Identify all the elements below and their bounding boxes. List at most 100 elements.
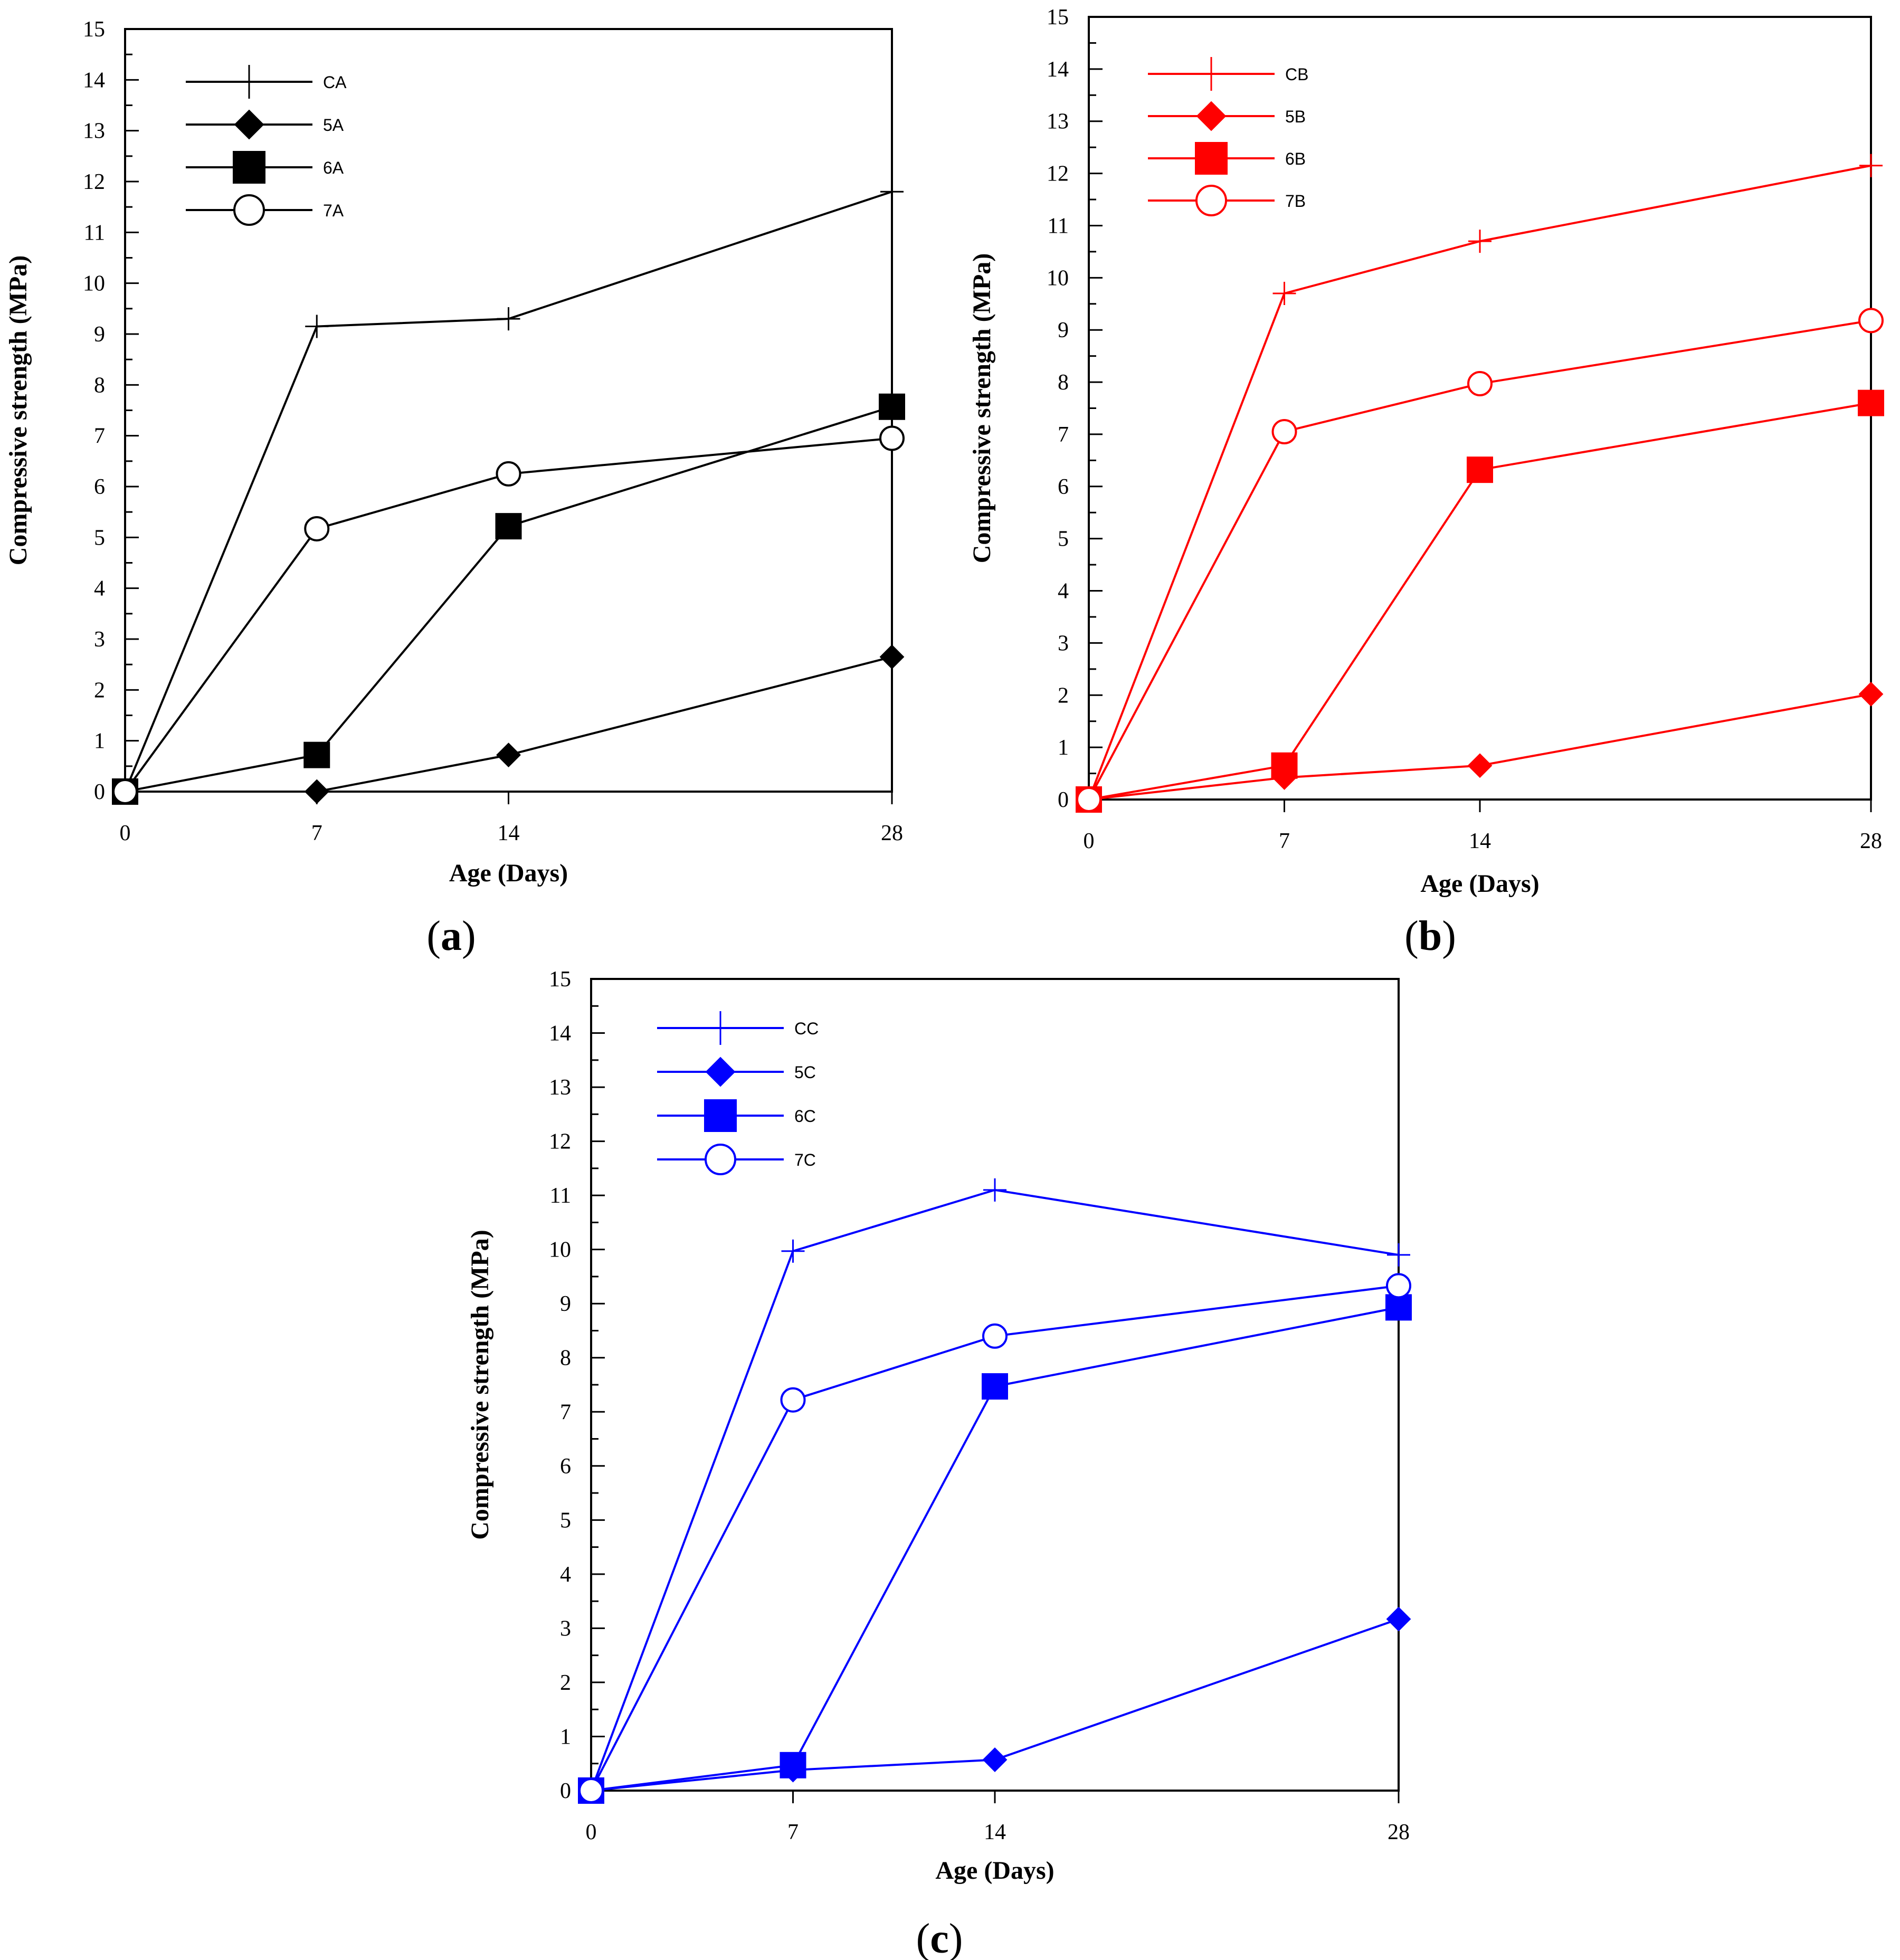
x-axis-title: Age (Days) — [449, 859, 568, 887]
data-point-CB — [1272, 281, 1296, 305]
data-point-7C — [578, 1778, 604, 1803]
legend-marker-CA — [232, 65, 266, 99]
legend-marker-6B — [1195, 142, 1228, 175]
data-point-5A — [496, 743, 521, 768]
y-tick-label: 5 — [560, 1508, 571, 1533]
caption-open-paren: ( — [916, 1916, 930, 1960]
data-point-CC — [1387, 1243, 1410, 1267]
y-tick-label: 15 — [83, 17, 105, 42]
data-point-6C — [780, 1752, 806, 1778]
plot-frame — [124, 28, 893, 793]
data-point-CB — [1468, 230, 1492, 253]
caption-open-paren: ( — [426, 913, 441, 959]
x-tick-label: 28 — [881, 821, 903, 845]
series-line-6C — [591, 1306, 1399, 1792]
y-tick-label: 6 — [94, 475, 105, 499]
y-axis-title: Compressive strength (MPa) — [466, 1230, 494, 1539]
caption-letter: a — [441, 913, 462, 959]
caption-close-paren: ) — [949, 1916, 963, 1960]
y-tick-label: 0 — [1058, 788, 1069, 812]
x-axis-title: Age (Days) — [1420, 870, 1539, 898]
legend-label: 5A — [323, 116, 344, 135]
y-tick-label: 12 — [83, 170, 105, 194]
caption-letter: b — [1419, 913, 1442, 959]
x-tick-label: 28 — [1860, 829, 1882, 853]
legend-label: 6C — [794, 1107, 816, 1126]
data-point-5A — [879, 644, 905, 670]
caption-letter: c — [930, 1916, 949, 1960]
y-tick-label: 1 — [1058, 736, 1069, 760]
x-tick-label: 7 — [787, 1820, 799, 1844]
x-tick-label: 14 — [498, 821, 520, 845]
legend-label: 7C — [794, 1150, 816, 1169]
legend-marker-6A — [233, 151, 265, 184]
legend-label: 6B — [1285, 149, 1306, 168]
x-tick-label: 0 — [120, 821, 131, 845]
data-point-CA — [497, 307, 520, 331]
series-line-7B — [1088, 319, 1872, 800]
data-point-7C — [780, 1387, 806, 1413]
series-line-7C — [590, 1285, 1399, 1791]
data-point-CC — [983, 1178, 1006, 1202]
y-tick-label: 9 — [1058, 318, 1069, 342]
y-tick-label: 15 — [1047, 5, 1069, 30]
y-axis-title: Compressive strength (MPa) — [4, 255, 32, 565]
y-tick-label: 10 — [83, 272, 105, 296]
y-tick-label: 7 — [94, 424, 105, 449]
y-tick-label: 7 — [1058, 423, 1069, 447]
legend-marker-7B — [1195, 185, 1227, 216]
x-tick-label: 14 — [1469, 829, 1491, 853]
y-tick-label: 12 — [1047, 162, 1069, 186]
series-line-6B — [1088, 402, 1872, 801]
y-tick-label: 4 — [94, 577, 105, 601]
panel-caption: (c) — [916, 1916, 963, 1960]
y-tick-label: 4 — [560, 1563, 571, 1587]
y-tick-label: 9 — [560, 1292, 571, 1316]
y-tick-label: 11 — [84, 221, 105, 245]
y-tick-label: 6 — [1058, 475, 1069, 499]
y-tick-label: 0 — [560, 1779, 571, 1803]
x-tick-label: 7 — [1279, 829, 1290, 853]
x-tick-label: 28 — [1388, 1820, 1410, 1844]
data-point-7C — [1386, 1273, 1411, 1299]
panel-caption: (b) — [1404, 913, 1456, 959]
data-point-6B — [1271, 752, 1298, 779]
y-tick-label: 3 — [94, 627, 105, 652]
legend-label: CC — [794, 1019, 819, 1038]
caption-open-paren: ( — [1404, 913, 1419, 959]
x-axis-title: Age (Days) — [935, 1857, 1054, 1885]
series-line-5B — [1088, 693, 1872, 801]
y-tick-label: 13 — [1047, 110, 1069, 134]
data-point-7B — [1858, 308, 1884, 334]
panel-caption: (a) — [426, 913, 476, 959]
data-point-7C — [982, 1323, 1008, 1349]
y-tick-label: 11 — [550, 1184, 571, 1208]
y-tick-label: 11 — [1048, 214, 1069, 238]
y-tick-label: 2 — [1058, 683, 1069, 708]
caption-close-paren: ) — [462, 913, 476, 959]
y-tick-label: 2 — [94, 678, 105, 702]
data-point-6B — [1858, 389, 1884, 416]
series-line-6A — [125, 405, 892, 793]
data-point-6A — [303, 741, 330, 768]
y-tick-label: 15 — [549, 967, 571, 992]
y-tick-label: 7 — [560, 1400, 571, 1424]
legend-label: 7A — [323, 201, 344, 220]
series-line-5C — [591, 1618, 1399, 1792]
y-tick-label: 8 — [1058, 370, 1069, 395]
data-point-6C — [982, 1373, 1008, 1400]
data-point-6C — [1385, 1294, 1412, 1321]
series-line-CA — [124, 191, 892, 792]
x-tick-label: 7 — [311, 821, 322, 845]
legend-label: 5B — [1285, 107, 1306, 126]
legend-label: CB — [1285, 65, 1308, 84]
y-tick-label: 3 — [1058, 631, 1069, 655]
y-tick-label: 9 — [94, 322, 105, 347]
y-tick-label: 2 — [560, 1671, 571, 1695]
y-tick-label: 1 — [560, 1725, 571, 1749]
x-tick-label: 0 — [586, 1820, 597, 1844]
